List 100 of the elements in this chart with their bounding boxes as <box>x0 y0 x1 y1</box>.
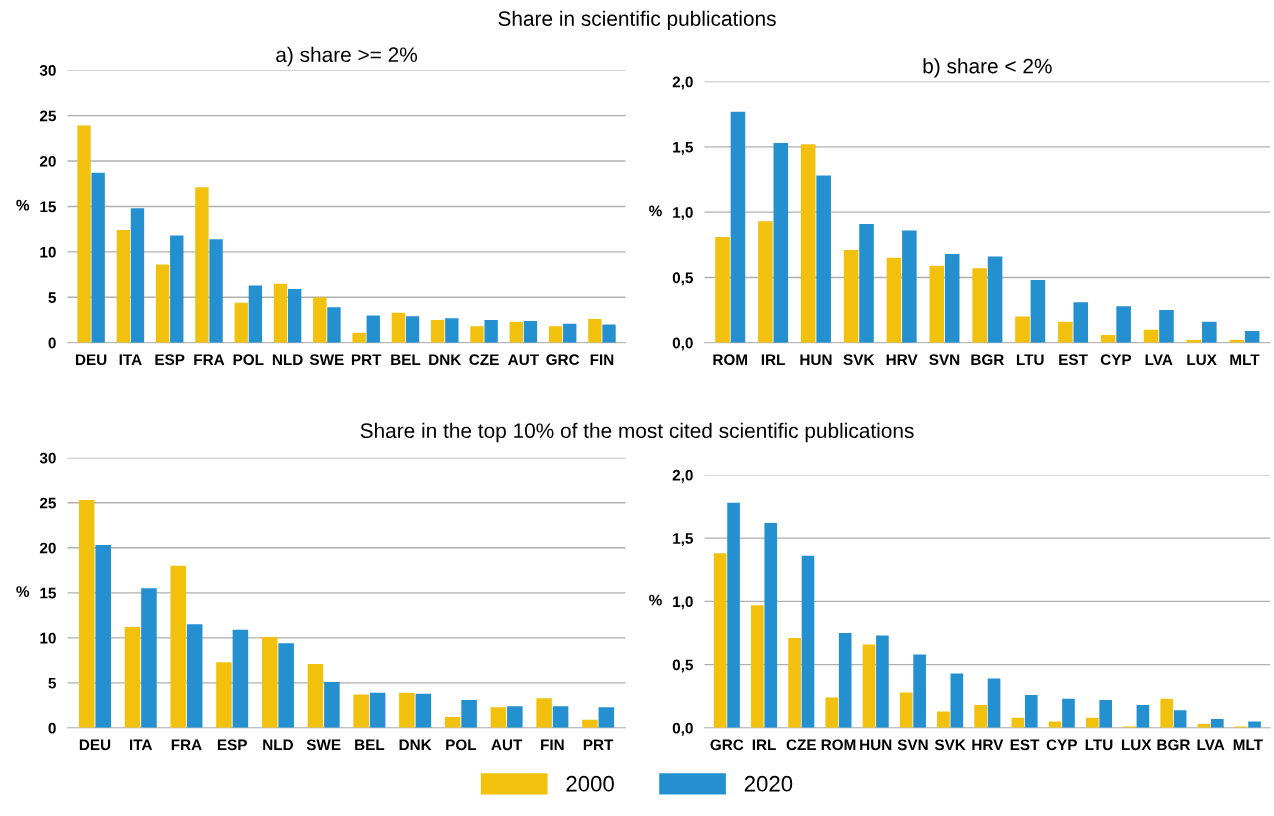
bar <box>713 553 727 728</box>
x-tick-label: DEU <box>79 739 111 751</box>
bar <box>324 681 340 728</box>
chart-subtitle: b) share < 2% <box>923 58 1052 78</box>
y-tick-label: 1,5 <box>673 533 693 547</box>
y-tick-label: 0,0 <box>672 337 693 351</box>
y-tick-label: 1,0 <box>673 207 693 221</box>
x-tick-label: DEU <box>75 354 107 366</box>
x-tick-label: ROM <box>713 354 748 366</box>
x-tick-label: ITA <box>129 739 153 751</box>
bar <box>859 223 874 343</box>
bar <box>327 307 341 343</box>
y-tick-label: 0,5 <box>672 272 693 286</box>
bar <box>758 221 773 343</box>
x-tick-label: BEL <box>391 354 421 365</box>
y-tick-label: 10 <box>40 632 56 644</box>
x-tick-label: EST <box>1059 354 1088 366</box>
bar <box>234 302 248 343</box>
bar <box>801 555 815 728</box>
bar <box>800 144 816 343</box>
bar <box>825 697 839 728</box>
y-tick-label: 1,5 <box>673 141 693 155</box>
bar <box>764 522 778 728</box>
bar <box>95 545 111 728</box>
x-tick-label: CYP <box>1046 739 1077 751</box>
bar <box>209 239 223 343</box>
bar <box>130 208 145 343</box>
y-tick-label: 0 <box>48 722 56 734</box>
x-tick-label: ESP <box>217 739 247 751</box>
y-tick-label: 5 <box>48 677 56 689</box>
bar <box>730 111 746 343</box>
y-tick-label: 15 <box>40 201 56 213</box>
x-tick-label: DNK <box>429 354 462 365</box>
bar <box>1136 705 1150 728</box>
x-tick-label: GRC <box>710 739 744 751</box>
y-tick-label: 30 <box>39 452 56 464</box>
y-axis-title: % <box>649 594 662 606</box>
bar <box>788 638 801 728</box>
x-tick-label: LVA <box>1145 354 1173 365</box>
bar <box>1085 717 1099 728</box>
bar <box>950 673 964 728</box>
bar <box>1024 694 1038 728</box>
x-tick-label: FIN <box>541 739 564 751</box>
bar <box>843 250 859 343</box>
bar <box>523 320 538 343</box>
x-tick-label: NLD <box>263 739 293 751</box>
y-tick-label: 25 <box>39 497 56 509</box>
x-tick-label: HRV <box>972 739 1004 751</box>
bar <box>391 312 406 343</box>
y-tick-label: 2,0 <box>672 469 693 483</box>
x-tick-label: POL <box>446 739 477 751</box>
bar <box>366 315 380 343</box>
x-tick-label: SWE <box>306 739 341 751</box>
x-tick-label: CZE <box>786 739 816 751</box>
y-tick-label: 0,0 <box>672 722 693 736</box>
bar <box>944 253 960 343</box>
x-tick-label: FIN <box>590 354 614 365</box>
y-axis-title: % <box>649 205 662 217</box>
bar <box>727 502 740 728</box>
x-tick-label: AUT <box>508 354 539 366</box>
bar <box>273 283 288 343</box>
bar <box>170 235 184 343</box>
bar <box>862 644 876 728</box>
x-tick-label: SVN <box>929 354 960 366</box>
x-tick-label: SVN <box>897 739 928 751</box>
bar <box>598 707 615 728</box>
bar <box>715 236 730 343</box>
x-tick-label: EST <box>1010 739 1040 751</box>
bar <box>1099 700 1113 728</box>
bar <box>353 694 369 728</box>
bar <box>1160 698 1174 728</box>
x-tick-label: POL <box>233 354 264 366</box>
bar <box>876 635 889 728</box>
legend-label: 2000 <box>566 775 614 792</box>
bar <box>470 326 484 343</box>
bar <box>1073 302 1089 343</box>
x-tick-label: HRV <box>886 354 918 365</box>
y-tick-label: 5 <box>48 292 56 303</box>
bar <box>773 142 789 343</box>
bar <box>548 326 563 343</box>
x-tick-label: ITA <box>119 354 142 365</box>
y-axis-title: % <box>16 199 30 211</box>
bar <box>352 332 366 343</box>
bar <box>507 706 523 728</box>
bar <box>509 321 523 343</box>
bar <box>886 257 902 343</box>
bar <box>902 230 917 343</box>
bar <box>1062 698 1075 728</box>
x-tick-label: FRA <box>171 739 202 751</box>
bar <box>899 692 913 728</box>
x-tick-label: CYP <box>1100 354 1132 366</box>
bar <box>1159 310 1174 343</box>
bar <box>484 320 498 343</box>
bar <box>313 297 327 343</box>
bar <box>490 707 507 728</box>
bar <box>186 624 203 728</box>
bar <box>838 633 852 728</box>
bar <box>602 324 616 343</box>
bar <box>1116 306 1131 343</box>
bar <box>751 605 764 728</box>
